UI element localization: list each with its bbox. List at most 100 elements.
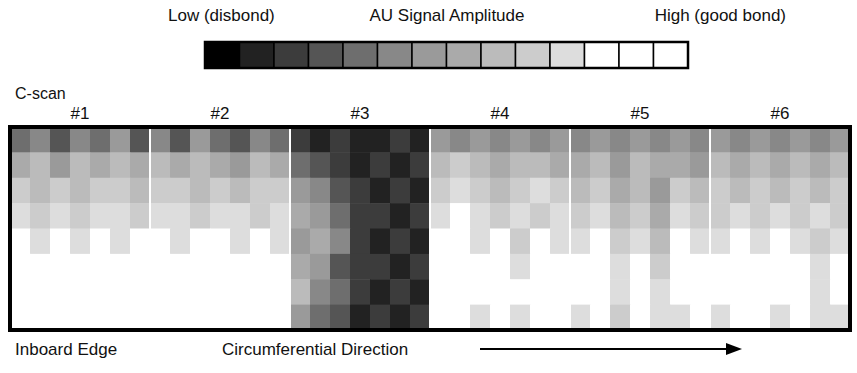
scan-cell <box>610 254 631 280</box>
scan-cell <box>110 254 131 280</box>
scan-cell <box>610 229 631 255</box>
scan-cell <box>330 178 351 204</box>
scan-cell <box>570 305 591 331</box>
scan-cell <box>110 203 131 229</box>
scan-cell <box>710 127 731 153</box>
scan-cell <box>130 254 151 280</box>
scan-cell <box>830 254 851 280</box>
colorbar-step <box>343 42 378 68</box>
scan-cell <box>590 127 611 153</box>
colorbar-step <box>309 42 344 68</box>
scan-cell <box>10 127 31 153</box>
scan-cell <box>670 254 691 280</box>
scan-cell <box>170 127 191 153</box>
scan-cell <box>630 229 651 255</box>
scan-cell <box>250 279 271 305</box>
scan-cell <box>410 279 431 305</box>
scan-cell <box>70 305 91 331</box>
scan-cell <box>230 152 251 178</box>
scan-cell <box>410 127 431 153</box>
scan-cell <box>210 152 231 178</box>
scan-cell <box>250 305 271 331</box>
scan-cell <box>570 178 591 204</box>
scan-cell <box>790 152 811 178</box>
scan-cell <box>310 279 331 305</box>
colorbar-step <box>240 42 275 68</box>
scan-cell <box>310 152 331 178</box>
scan-cell <box>150 203 171 229</box>
scan-cell <box>670 203 691 229</box>
scan-cell <box>530 203 551 229</box>
scan-cell <box>430 229 451 255</box>
scan-cell <box>410 152 431 178</box>
scan-cell <box>470 254 491 280</box>
scan-cell <box>790 229 811 255</box>
scan-cell <box>110 152 131 178</box>
scan-cell <box>210 127 231 153</box>
scan-cell <box>270 127 291 153</box>
colorbar-step <box>516 42 551 68</box>
scan-cell <box>390 203 411 229</box>
scan-cell <box>30 152 51 178</box>
scan-cell <box>310 229 331 255</box>
scan-cell <box>90 254 111 280</box>
scan-cell <box>710 203 731 229</box>
scan-cell <box>390 152 411 178</box>
scan-cell <box>150 152 171 178</box>
scan-cell <box>630 279 651 305</box>
scan-cell <box>90 203 111 229</box>
scan-cell <box>490 152 511 178</box>
scan-cell <box>590 178 611 204</box>
scan-cell <box>570 203 591 229</box>
scan-cell <box>370 305 391 331</box>
scan-cell <box>350 203 371 229</box>
scan-cell <box>10 305 31 331</box>
scan-cell <box>90 305 111 331</box>
scan-cell <box>130 203 151 229</box>
scan-cell <box>510 229 531 255</box>
scan-cell <box>350 127 371 153</box>
scan-cell <box>210 305 231 331</box>
scan-cell <box>530 305 551 331</box>
scan-cell <box>510 254 531 280</box>
scan-cell <box>330 152 351 178</box>
scan-cell <box>530 152 551 178</box>
scan-cell <box>190 305 211 331</box>
scan-cell <box>810 178 831 204</box>
scan-cell <box>690 152 711 178</box>
colorbar-frame <box>205 42 688 68</box>
scan-cell <box>390 279 411 305</box>
scan-cell <box>790 127 811 153</box>
scan-cell <box>630 305 651 331</box>
scan-cell <box>70 279 91 305</box>
scan-cell <box>450 127 471 153</box>
scan-cell <box>650 127 671 153</box>
scan-cell <box>230 229 251 255</box>
scan-cell <box>770 229 791 255</box>
colorbar-step <box>447 42 482 68</box>
scan-cell <box>710 254 731 280</box>
scan-cell <box>190 152 211 178</box>
scan-cell <box>490 305 511 331</box>
scan-cell <box>550 254 571 280</box>
scan-cell <box>330 254 351 280</box>
scan-cell <box>610 178 631 204</box>
scan-cell <box>510 178 531 204</box>
scan-cell <box>130 279 151 305</box>
scan-cell <box>290 127 311 153</box>
scan-cell <box>210 203 231 229</box>
scan-cell <box>810 279 831 305</box>
panel-divider <box>569 127 571 330</box>
scan-cell <box>430 152 451 178</box>
scan-cell <box>50 127 71 153</box>
scan-cell <box>330 279 351 305</box>
scan-cell <box>630 127 651 153</box>
scan-cell <box>810 152 831 178</box>
scan-cell <box>710 229 731 255</box>
scan-cell <box>630 254 651 280</box>
scan-cell <box>530 229 551 255</box>
scan-cell <box>110 229 131 255</box>
scan-cell <box>70 203 91 229</box>
scan-cell <box>590 305 611 331</box>
scan-cell <box>130 127 151 153</box>
